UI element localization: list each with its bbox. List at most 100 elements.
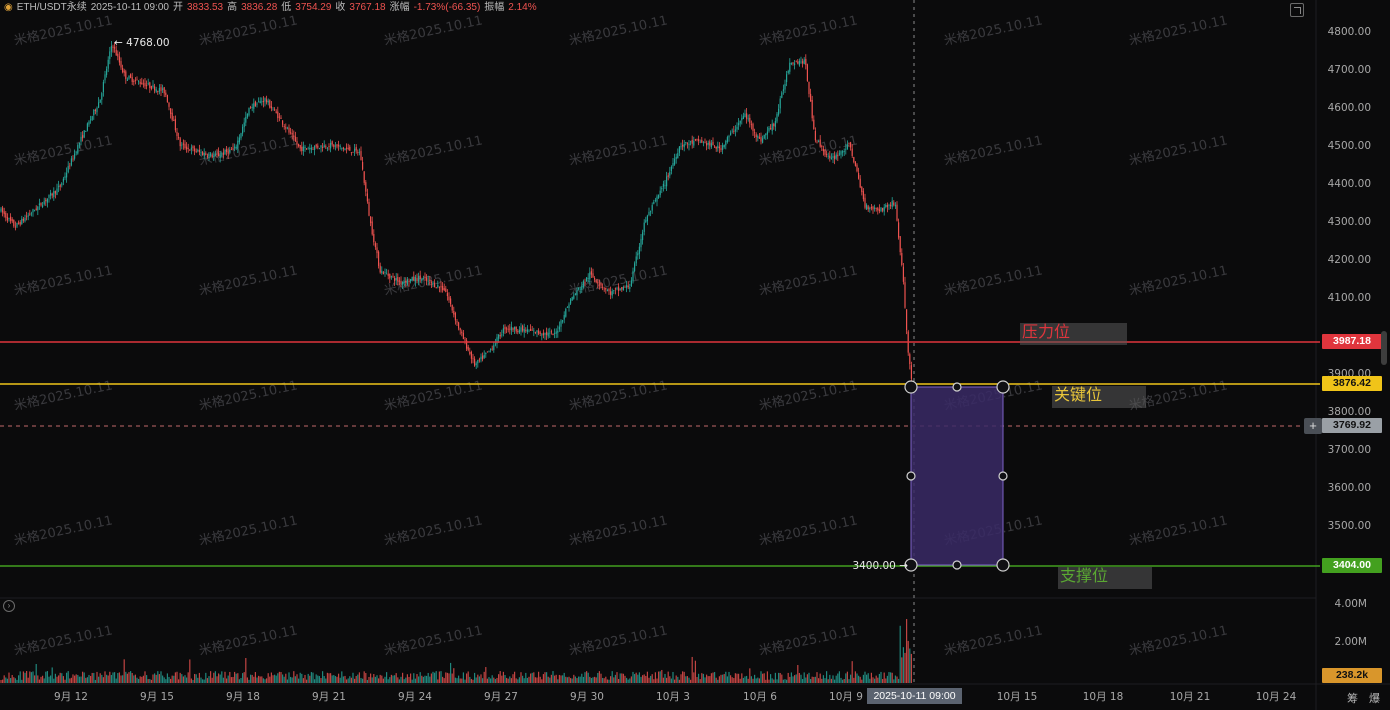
candle-body	[613, 290, 615, 292]
volume-bar	[314, 679, 316, 683]
key-level-text-label[interactable]: 关键位	[1052, 386, 1146, 408]
candle-body	[434, 282, 436, 288]
support-text-label[interactable]: 支撑位	[1058, 567, 1152, 589]
candle-body	[877, 207, 879, 211]
symbol-icon: ◉	[4, 2, 13, 13]
candle-body	[741, 118, 743, 121]
volume-bar	[402, 672, 404, 683]
volume-bar	[453, 668, 455, 683]
candle-body	[843, 151, 845, 153]
candle-body	[605, 287, 607, 290]
volume-bar	[675, 675, 677, 683]
volume-bar	[469, 676, 471, 683]
candle-body	[627, 285, 629, 288]
candle-body	[485, 352, 487, 355]
symbol-name[interactable]: ETH/USDT永续	[16, 2, 87, 13]
volume-bar	[723, 674, 725, 683]
volume-bar	[296, 674, 298, 683]
volume-bar	[400, 676, 402, 683]
candle-body	[291, 133, 293, 135]
volume-bar	[14, 678, 16, 683]
volume-bar	[238, 679, 240, 683]
resistance-text-label[interactable]: 压力位	[1020, 323, 1127, 345]
volume-bar	[38, 679, 40, 683]
candle-body	[259, 101, 261, 104]
volume-bar	[434, 672, 436, 683]
candle-body	[141, 82, 143, 85]
high-value: 3836.28	[241, 2, 278, 13]
candle-body	[258, 101, 260, 103]
volume-bar	[541, 679, 543, 683]
liquidation-dock-button[interactable]: 爆	[1369, 693, 1380, 705]
candle-body	[152, 85, 154, 88]
candle-body	[442, 286, 444, 290]
candle-body	[722, 145, 724, 150]
candle-body	[256, 103, 258, 105]
volume-bar	[584, 672, 586, 683]
volume-bar	[670, 678, 672, 683]
candle-body	[720, 148, 722, 150]
crosshair-add-button[interactable]: +	[1304, 418, 1322, 434]
measure-handle	[952, 560, 962, 570]
volume-bar	[222, 677, 224, 683]
candle-body	[3, 211, 5, 215]
maximize-icon[interactable]	[1290, 3, 1304, 17]
volume-bar	[640, 676, 642, 683]
candle-body	[344, 148, 346, 151]
candle-body	[216, 153, 218, 155]
candle-body	[6, 216, 8, 221]
volume-bar	[37, 675, 39, 683]
volume-bar	[382, 678, 384, 683]
candle-body	[93, 109, 95, 115]
candle-body	[50, 192, 52, 196]
volume-bar	[173, 675, 175, 683]
measure-handle	[996, 380, 1010, 394]
candle-body	[430, 282, 432, 284]
volume-bar	[806, 674, 808, 683]
candle-body	[685, 142, 687, 143]
volume-bar	[464, 679, 466, 683]
x-axis-tick-label: 9月 21	[312, 691, 346, 703]
candle-body	[248, 107, 250, 116]
candle-body	[58, 186, 60, 188]
high-label: 高	[227, 2, 238, 13]
candle-body	[810, 93, 812, 102]
volume-bar	[635, 672, 637, 683]
volume-bar	[685, 676, 687, 683]
candle-body	[459, 328, 461, 331]
volume-bar	[59, 672, 61, 683]
candle-body	[682, 145, 684, 147]
volume-bar	[520, 672, 522, 683]
volume-bar	[896, 676, 898, 683]
volume-bar	[411, 679, 413, 683]
chip-dock-button[interactable]: 筹	[1347, 693, 1358, 705]
volume-bar	[792, 676, 794, 683]
volume-bar	[326, 672, 328, 683]
candle-body	[286, 127, 288, 129]
candle-body	[725, 141, 727, 146]
volume-bar	[587, 672, 589, 683]
volume-bar	[566, 677, 568, 683]
candle-body	[486, 351, 488, 353]
candle-body	[320, 145, 322, 148]
volume-bar	[333, 675, 335, 683]
volume-bar	[13, 677, 15, 683]
candle-body	[336, 144, 338, 147]
support-price-label: 3404.00	[1322, 558, 1382, 573]
volume-bar	[818, 678, 820, 683]
candle-body	[566, 307, 568, 308]
candle-body	[362, 162, 364, 170]
volume-bar	[573, 674, 575, 683]
volume-bar	[272, 675, 274, 683]
volume-bar	[245, 658, 247, 683]
volume-bar	[786, 679, 788, 683]
volume-bar	[130, 671, 132, 683]
collapse-icon[interactable]: ›	[3, 600, 15, 612]
candle-body	[219, 155, 221, 158]
volume-bar	[606, 679, 608, 683]
volume-bar	[211, 677, 213, 683]
volume-bar	[142, 675, 144, 683]
price-scale-scrollbar[interactable]	[1381, 331, 1387, 365]
